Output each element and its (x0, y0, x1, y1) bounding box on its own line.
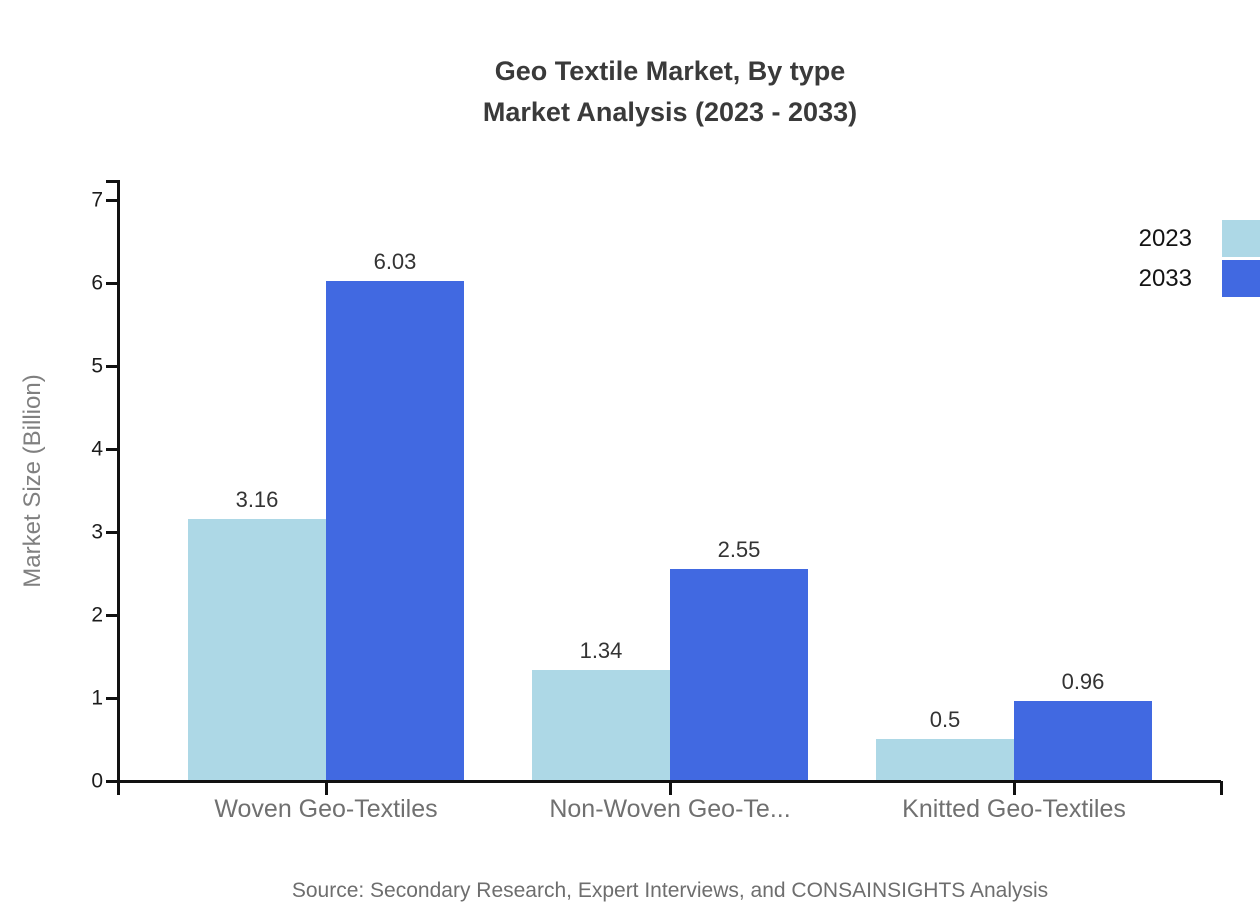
value-label-2023-woven-geo-textiles: 3.16 (235, 487, 279, 512)
y-tick-4 (106, 447, 118, 451)
chart-title-line2: Market Analysis (2023 - 2033) (482, 97, 858, 127)
legend-swatch-2023 (1222, 220, 1260, 257)
y-tick-7 (106, 198, 118, 202)
x-tick-woven-geo-textiles (324, 781, 328, 795)
y-tick-0 (106, 779, 118, 783)
y-tick-1 (106, 696, 118, 700)
value-label-2023-knitted-geo-textiles: 0.5 (929, 707, 961, 732)
bar-2033-knitted-geo-textiles (1014, 701, 1152, 781)
legend-swatch-2033 (1222, 260, 1260, 297)
bar-2033-non-woven-geo-te (670, 569, 808, 781)
y-axis-end-cap (106, 180, 118, 183)
y-tick-2 (106, 613, 118, 617)
x-axis-end-tick (1219, 781, 1223, 795)
y-tick-label-5: 5 (91, 354, 103, 378)
x-axis-line (106, 779, 1221, 783)
x-category-label-knitted-geo-textiles: Knitted Geo-Textiles (902, 795, 1126, 823)
value-label-2023-non-woven-geo-te: 1.34 (579, 638, 623, 663)
y-tick-label-7: 7 (91, 188, 103, 212)
value-label-2033-knitted-geo-textiles: 0.96 (1061, 669, 1105, 694)
y-tick-label-2: 2 (91, 603, 103, 627)
value-label-2033-non-woven-geo-te: 2.55 (717, 537, 761, 562)
legend-label-2033: 2033 (1138, 265, 1192, 292)
value-label-2033-woven-geo-textiles: 6.03 (373, 249, 417, 274)
y-tick-label-3: 3 (91, 520, 103, 544)
x-tick-non-woven-geo-te (668, 781, 672, 795)
bar-2023-non-woven-geo-te (532, 670, 670, 781)
legend-label-2023: 2023 (1138, 225, 1192, 252)
y-tick-label-4: 4 (91, 437, 103, 461)
chart-title-line1: Geo Textile Market, By type (494, 56, 846, 86)
y-tick-6 (106, 281, 118, 285)
source-note: Source: Secondary Research, Expert Inter… (291, 879, 1049, 902)
x-category-label-non-woven-geo-te: Non-Woven Geo-Te... (549, 795, 791, 823)
y-tick-label-1: 1 (91, 686, 103, 710)
bar-2023-woven-geo-textiles (188, 519, 326, 781)
y-tick-label-0: 0 (91, 769, 103, 793)
y-tick-label-6: 6 (91, 271, 103, 295)
bar-2033-woven-geo-textiles (326, 281, 464, 781)
x-tick-knitted-geo-textiles (1012, 781, 1016, 795)
x-category-label-woven-geo-textiles: Woven Geo-Textiles (214, 795, 438, 823)
bar-2023-knitted-geo-textiles (876, 739, 1014, 781)
y-axis-line (116, 180, 120, 795)
chart-title: Geo Textile Market, By type Market Analy… (118, 51, 1222, 133)
y-tick-3 (106, 530, 118, 534)
y-tick-5 (106, 364, 118, 368)
